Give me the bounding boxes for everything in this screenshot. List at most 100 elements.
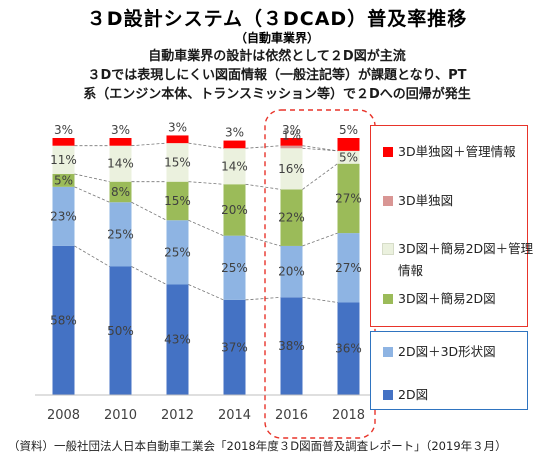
bar-segment-2014-s3: [223, 148, 246, 185]
legend-label-3d-only: 3D単独図: [398, 193, 454, 208]
chart-title: ３D設計システム（３DCAD）普及率推移: [86, 8, 468, 30]
legend-swatch-3d-simple2d: [383, 294, 393, 304]
connector-line: [188, 142, 224, 149]
data-label-2014-s5: 3%: [225, 126, 244, 140]
legend-swatch-2d: [383, 390, 393, 400]
connector-line: [131, 266, 167, 285]
connector-line: [74, 245, 110, 267]
legend-label-3d-simple2d: 3D図＋簡易2D図: [398, 291, 496, 306]
bar-segment-2018-s5: [337, 138, 360, 151]
data-label-2010-s1: 25%: [107, 227, 134, 241]
data-label-2014-s2: 20%: [221, 203, 248, 217]
bar-segment-2012-s1: [166, 220, 189, 285]
legend-swatch-2d-3dshape: [383, 347, 393, 357]
connector-line: [245, 145, 281, 149]
note-line-1: 自動車業界の設計は依然として２D図が主流: [148, 49, 406, 64]
bar-segment-2016-s2: [280, 189, 303, 246]
data-label-2008-s0: 58%: [50, 313, 77, 327]
note-line-3: 系（エンジン本体、トランスミッション等）で２Dへの回帰が発生: [83, 87, 471, 102]
data-label-2010-s2: 8%: [111, 185, 130, 199]
connector-line: [188, 181, 224, 185]
legend-box-3d: [370, 125, 528, 327]
bar-segment-2016-s0: [280, 297, 303, 395]
bar-segment-2016-s1: [280, 245, 303, 298]
bar-segment-2008-s5: [52, 138, 75, 146]
bar-segment-2010-s2: [109, 181, 132, 203]
data-label-2018-s3: 5%: [339, 150, 358, 164]
legend-swatch-3d-simple2d-mgmt: [382, 243, 394, 255]
bar-segment-2010-s5: [109, 138, 132, 146]
bar-segment-2008-s2: [52, 173, 75, 187]
bar-segment-2010-s1: [109, 202, 132, 267]
x-tick-2018: 2018: [332, 408, 365, 423]
x-tick-2008: 2008: [47, 408, 80, 423]
data-label-2008-s2: 5%: [54, 173, 73, 187]
bar-segment-2016-s3: [280, 148, 303, 190]
connector-line: [302, 147, 338, 152]
data-label-2010-s3: 14%: [107, 157, 134, 171]
bar-segment-2008-s1: [52, 186, 75, 246]
data-label-2010-s0: 50%: [107, 324, 134, 338]
data-label-2012-s5: 3%: [168, 120, 187, 134]
bar-segment-2010-s0: [109, 266, 132, 395]
data-label-2016-s5: 3%: [282, 123, 301, 137]
x-tick-2012: 2012: [161, 408, 194, 423]
legend-label-3d-simple2d-mgmt-line1: 3D図＋簡易2D図＋管理: [398, 241, 534, 256]
bar-segment-2014-s1: [223, 235, 246, 300]
connector-line: [302, 145, 338, 152]
data-label-2016-s3: 16%: [278, 162, 305, 176]
x-tick-2010: 2010: [104, 408, 137, 423]
bar-segment-2016-s5: [280, 138, 303, 146]
legend-box-2d: [370, 331, 528, 410]
connector-line: [302, 163, 338, 190]
data-label-2018-s1: 27%: [335, 261, 362, 275]
note-line-2: ３Dでは表現しにくい図面情報（一般注記等）が課題となり、PT: [87, 68, 467, 83]
connector-line: [302, 296, 338, 303]
data-label-2012-s0: 43%: [164, 333, 191, 347]
legend-swatch-3d-only-mgmt: [383, 147, 393, 157]
data-label-2016-s0: 38%: [278, 339, 305, 353]
legend-swatch-3d-only: [383, 196, 393, 206]
legend-label-2d: 2D図: [398, 387, 429, 402]
bar-segment-2008-s3: [52, 145, 75, 174]
legend-label-2d-3dshape: 2D図＋3D形状図: [398, 344, 496, 359]
data-label-2008-s5: 3%: [54, 123, 73, 137]
legend-label-3d-only-mgmt: 3D単独図＋管理情報: [398, 144, 516, 159]
bar-segment-2012-s5: [166, 135, 189, 144]
bar-segment-2014-s5: [223, 140, 246, 149]
legend-label-3d-simple2d-mgmt-line2: 情報: [398, 263, 424, 278]
bar-segment-2014-s2: [223, 184, 246, 236]
connector-line: [245, 235, 281, 247]
chart-subtitle: （自動車業界）: [234, 31, 319, 45]
bar-segment-2018-s2: [337, 163, 360, 234]
data-label-2012-s1: 25%: [164, 245, 191, 259]
data-label-2018-s5: 5%: [339, 123, 358, 137]
bar-segment-2016-s4: [280, 145, 303, 149]
data-label-2008-s3: 11%: [50, 153, 77, 167]
x-tick-2016: 2016: [275, 408, 308, 423]
data-label-2016-s1: 20%: [278, 265, 305, 279]
bar-segment-2008-s0: [52, 245, 75, 395]
bar-segment-2018-s3: [337, 150, 360, 164]
bar-segment-2018-s1: [337, 233, 360, 303]
bar-segment-2014-s0: [223, 299, 246, 395]
connector-line: [131, 142, 167, 147]
data-label-2012-s2: 15%: [164, 194, 191, 208]
connector-line: [188, 219, 224, 237]
bar-segment-2018-s0: [337, 302, 360, 395]
data-label-2016-s4: 1%: [282, 129, 301, 143]
data-label-2016-s2: 22%: [278, 211, 305, 225]
data-label-2018-s0: 36%: [335, 342, 362, 356]
bar-segment-2012-s3: [166, 143, 189, 182]
data-label-2014-s1: 25%: [221, 261, 248, 275]
connector-line: [188, 284, 224, 301]
data-label-2014-s3: 14%: [221, 159, 248, 173]
source-note: （資料）一般社団法人日本自動車工業会「2018年度３D図面普及調査レポート」（2…: [8, 439, 507, 453]
bar-segment-2010-s3: [109, 145, 132, 182]
data-label-2012-s3: 15%: [164, 155, 191, 169]
data-label-2010-s5: 3%: [111, 123, 130, 137]
connector-line: [74, 186, 110, 203]
data-label-2018-s2: 27%: [335, 191, 362, 205]
connector-line: [245, 296, 281, 301]
